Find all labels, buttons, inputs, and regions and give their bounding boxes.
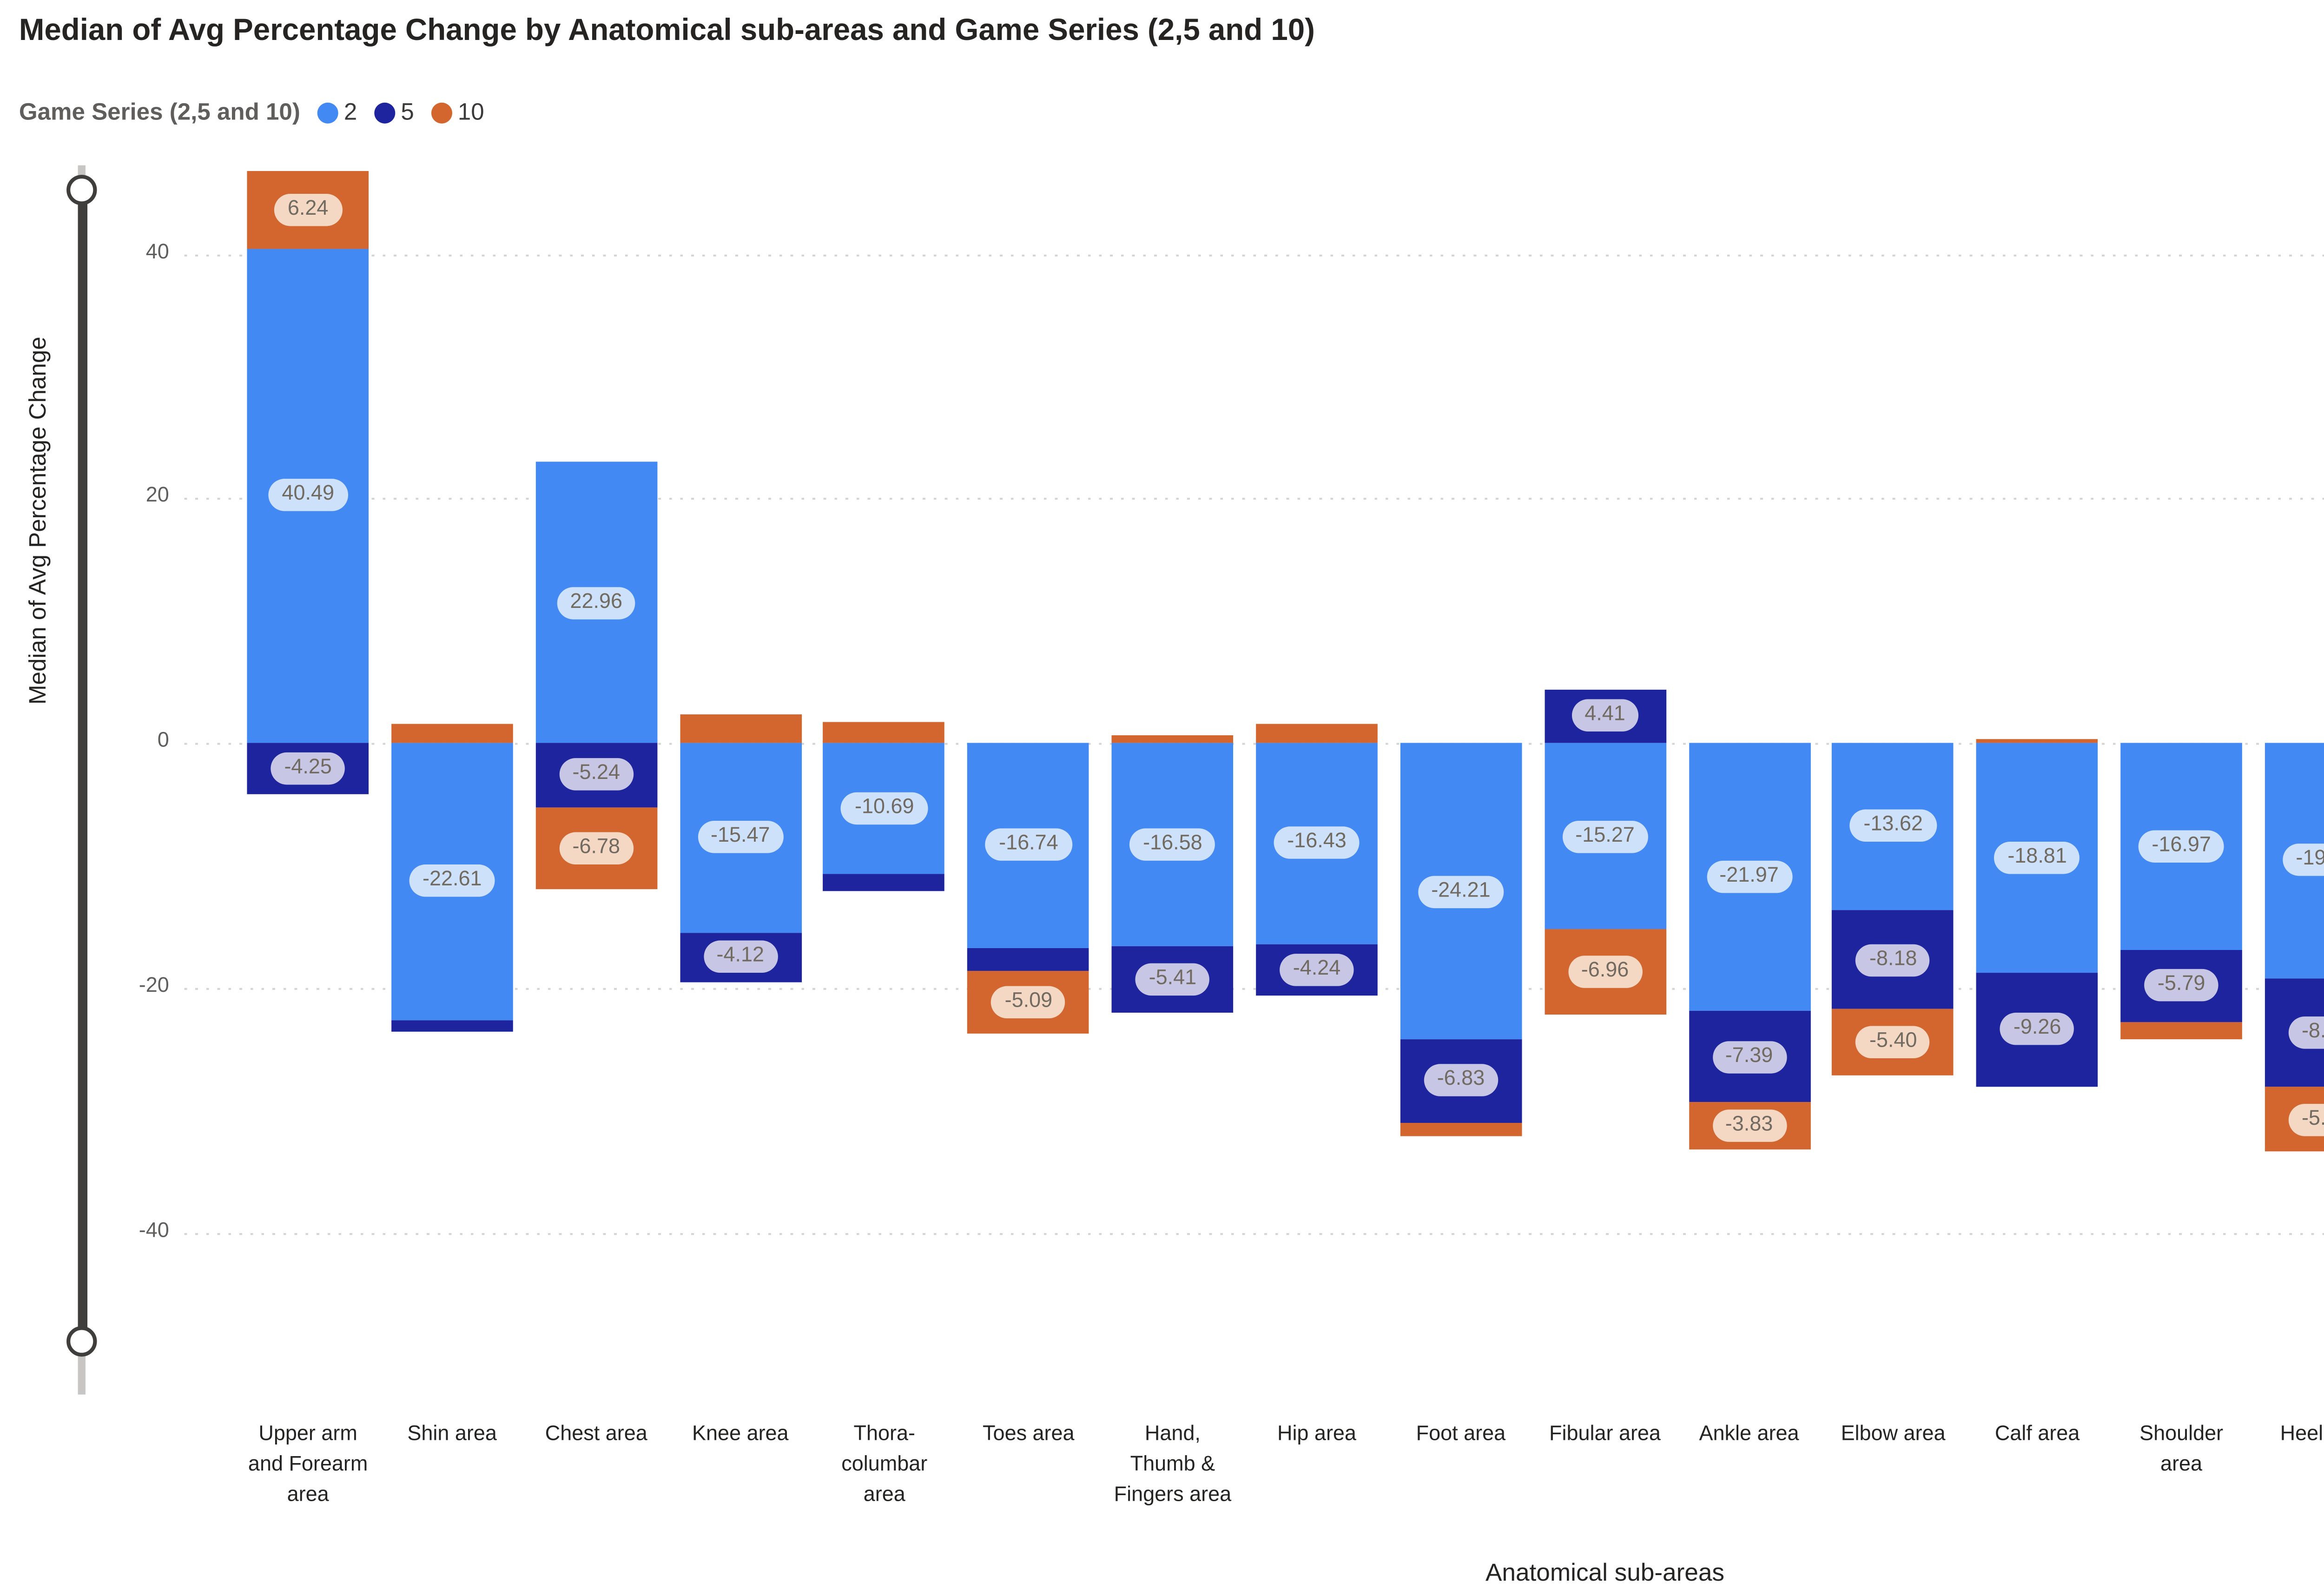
bar-segment-series-5[interactable] xyxy=(391,1019,513,1032)
bar-segment-series-5[interactable] xyxy=(824,874,945,890)
x-category-label: Toes area xyxy=(983,1423,1075,1446)
data-label: -16.58 xyxy=(1129,828,1216,861)
data-label: -16.74 xyxy=(985,829,1072,862)
data-label: -9.26 xyxy=(2000,1013,2074,1046)
data-label: -8.92 xyxy=(2288,1016,2324,1049)
bar-segment-series-10[interactable] xyxy=(824,722,945,743)
gridline xyxy=(184,498,2324,501)
data-label: 4.41 xyxy=(1571,700,1639,732)
x-category-label: Thora-columbar area xyxy=(841,1423,928,1507)
bar-segment-series-10[interactable] xyxy=(1256,725,1378,743)
y-tick-label: -20 xyxy=(139,974,169,997)
x-category-label: Chest area xyxy=(545,1423,647,1446)
x-axis-title: Anatomical sub-areas xyxy=(1485,1558,1724,1587)
bar-segment-series-10[interactable] xyxy=(1112,734,1234,743)
x-category-label: Hand, Thumb & Fingers area xyxy=(1114,1423,1232,1507)
data-label: -16.97 xyxy=(2138,831,2225,863)
y-axis-zoom-slider-handle-bottom[interactable] xyxy=(66,1327,97,1358)
data-label: -5.09 xyxy=(991,986,1066,1018)
data-label: 40.49 xyxy=(268,479,348,512)
y-tick-label: 40 xyxy=(145,240,169,264)
y-axis-zoom-slider-range[interactable] xyxy=(77,190,87,1342)
bar-segment-series-10[interactable] xyxy=(1400,1122,1522,1136)
legend-item-label: 2 xyxy=(343,99,357,125)
gridline xyxy=(184,987,2324,990)
gridline xyxy=(184,254,2324,256)
data-label: -16.43 xyxy=(1274,827,1360,860)
data-label: -21.97 xyxy=(1706,861,1792,894)
data-label: -18.81 xyxy=(1994,842,2080,874)
data-label: -6.78 xyxy=(559,832,634,865)
x-category-label: Fibular area xyxy=(1549,1423,1661,1446)
data-label: -24.21 xyxy=(1418,875,1504,908)
x-category-label: Calf area xyxy=(1994,1423,2080,1446)
bar-segment-series-10[interactable] xyxy=(391,723,513,743)
data-label: -10.69 xyxy=(841,792,928,825)
data-label: -5.40 xyxy=(1856,1026,1930,1059)
y-tick-label: -40 xyxy=(139,1219,169,1242)
data-label: -5.25 xyxy=(2288,1103,2324,1135)
data-label: -6.96 xyxy=(1568,956,1642,989)
bar-segment-series-10[interactable] xyxy=(2120,1021,2242,1039)
legend-item-series-10[interactable]: 10 xyxy=(431,99,484,125)
data-label: -4.24 xyxy=(1280,954,1354,986)
x-category-label: Heel area xyxy=(2280,1423,2324,1446)
x-category-label: Foot area xyxy=(1416,1423,1506,1446)
legend-dot-icon xyxy=(317,101,338,123)
data-label: -15.47 xyxy=(697,821,784,854)
bar-segment-series-10[interactable] xyxy=(1976,738,2098,743)
legend-item-label: 5 xyxy=(401,99,414,125)
x-category-label: Knee area xyxy=(692,1423,789,1446)
y-tick-label: 20 xyxy=(145,485,169,508)
y-tick-label: 0 xyxy=(157,730,169,753)
legend-item-series-5[interactable]: 5 xyxy=(374,99,414,125)
data-label: -5.79 xyxy=(2144,969,2219,1002)
data-label: -5.24 xyxy=(559,758,634,791)
x-category-label: Elbow area xyxy=(1841,1423,1946,1446)
data-label: -4.25 xyxy=(271,752,345,785)
data-label: -4.12 xyxy=(703,941,778,974)
gridline xyxy=(184,743,2324,745)
data-label: -8.18 xyxy=(1856,943,1930,976)
data-label: -5.41 xyxy=(1136,963,1210,995)
chart-title: Median of Avg Percentage Change by Anato… xyxy=(19,15,1315,48)
data-label: -22.61 xyxy=(409,865,495,897)
bar-segment-series-10[interactable] xyxy=(679,715,801,743)
x-category-label: Hip area xyxy=(1277,1423,1356,1446)
data-label: 6.24 xyxy=(274,193,342,226)
data-label: -3.83 xyxy=(1712,1109,1786,1142)
data-label: -13.62 xyxy=(1850,810,1936,843)
y-axis-zoom-slider-handle-top[interactable] xyxy=(66,175,97,206)
legend-item-series-2[interactable]: 2 xyxy=(317,99,357,125)
x-category-label: Shin area xyxy=(407,1423,497,1446)
legend-dot-icon xyxy=(431,101,452,123)
legend: Game Series (2,5 and 10) 2 5 10 xyxy=(19,99,502,125)
data-label: -7.39 xyxy=(1712,1041,1786,1073)
bar-segment-series-5[interactable] xyxy=(968,948,1089,971)
data-label: -6.83 xyxy=(1424,1064,1498,1097)
x-category-label: Shoulder area xyxy=(2139,1423,2224,1477)
legend-dot-icon xyxy=(374,101,396,123)
legend-item-label: 10 xyxy=(457,99,484,125)
data-label: 22.96 xyxy=(556,586,636,619)
x-category-label: Ankle area xyxy=(1699,1423,1799,1446)
data-label: -19.22 xyxy=(2282,844,2324,877)
gridline xyxy=(184,1232,2324,1234)
x-category-label: Upper arm and Forearm area xyxy=(248,1423,368,1507)
data-label: -15.27 xyxy=(1562,820,1648,853)
legend-title: Game Series (2,5 and 10) xyxy=(19,99,300,125)
